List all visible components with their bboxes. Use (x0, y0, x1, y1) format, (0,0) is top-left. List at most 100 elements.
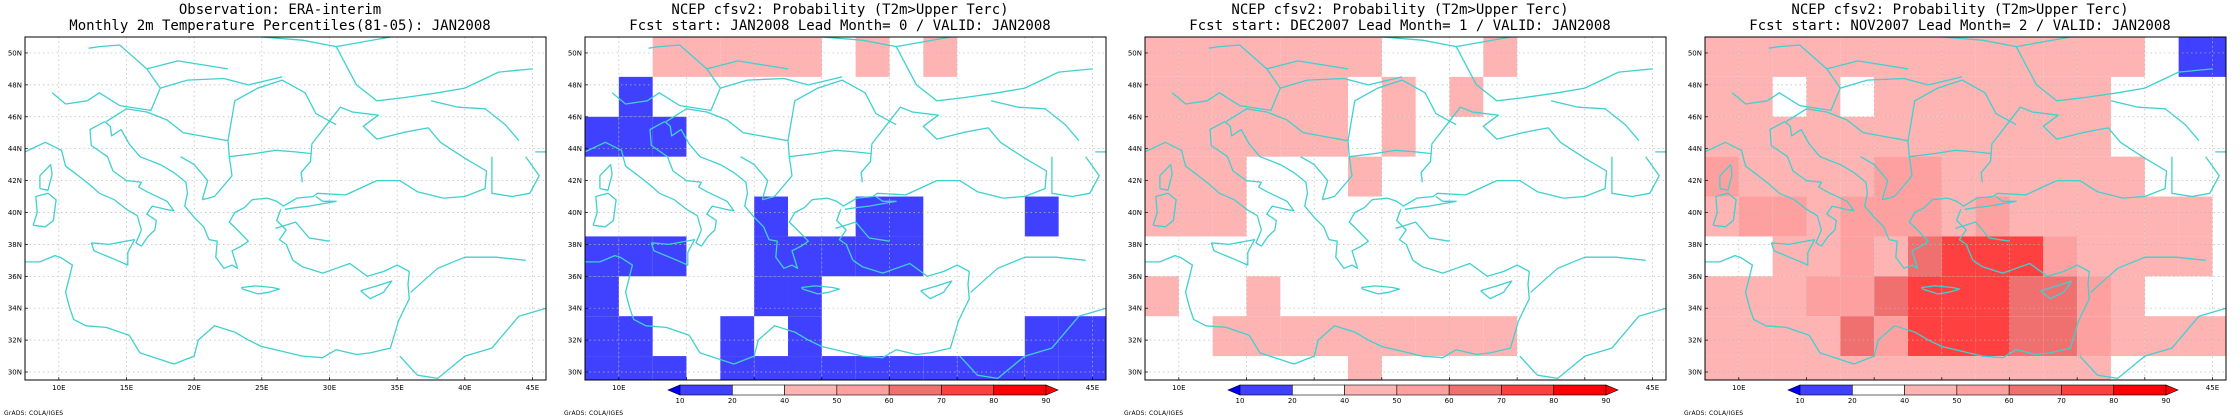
probability-cell (1840, 156, 1875, 197)
coastline (1921, 285, 1961, 295)
map-frame: 50N48N46N44N42N40N38N36N34N32N30N10E15E2… (568, 36, 1107, 405)
probability-cell (618, 236, 653, 277)
coastline (180, 156, 209, 200)
probability-cell (1246, 37, 1281, 77)
probability-cell (1212, 316, 1247, 357)
colorbar-segment (679, 384, 733, 396)
coastline (1404, 195, 1457, 210)
colorbar-label: 90 (2162, 397, 2171, 405)
probability-cell (1314, 316, 1348, 357)
probability-cell (1705, 276, 1739, 317)
probability-cell (1178, 37, 1213, 77)
probability-cell (2009, 156, 2044, 197)
lat-label: 36N (1128, 273, 1142, 281)
lat-label: 48N (1688, 81, 1702, 89)
coastline (1826, 60, 1909, 70)
lat-label: 34N (1128, 305, 1142, 313)
coastline (1145, 254, 1530, 365)
lat-label: 34N (568, 305, 582, 313)
grid-lines (1705, 37, 2226, 380)
coastline (1704, 121, 1855, 247)
coastline (1480, 280, 1513, 300)
coastline (1266, 60, 1349, 70)
probability-cell (1840, 316, 1875, 357)
lat-label: 40N (1128, 209, 1142, 217)
lat-label: 50N (1688, 49, 1702, 57)
probability-cell (1907, 316, 1942, 357)
coastline (1455, 46, 1653, 102)
probability-cell (2077, 76, 2111, 117)
probability-cell (2077, 316, 2111, 357)
lat-label: 46N (8, 113, 22, 121)
coastline (491, 156, 540, 198)
probability-cell (1772, 316, 1807, 357)
probability-cell (754, 276, 788, 317)
probability-cell (1941, 37, 1976, 77)
probability-cell (1212, 37, 1247, 77)
probability-cell (1874, 276, 1908, 317)
coastline (1300, 156, 1329, 200)
probability-cell (1874, 156, 1908, 197)
probability-cell (1145, 156, 1179, 197)
coastline (599, 163, 613, 191)
probability-cell (2144, 316, 2179, 357)
coastline (1144, 121, 1295, 247)
coastline (1171, 76, 1403, 112)
probability-cell (1941, 276, 1976, 317)
probability-cell (1806, 116, 1841, 157)
coastline (1224, 106, 1608, 269)
lat-label: 38N (1128, 241, 1142, 249)
probability-cell (754, 196, 788, 237)
probability-cell (1874, 196, 1908, 237)
probability-cell (2043, 76, 2078, 117)
probability-cell (1145, 196, 1179, 237)
colorbar-segment (1904, 384, 1958, 396)
probability-cell (1024, 316, 1059, 357)
colorbar-label: 20 (1848, 397, 1857, 405)
probability-cell (1092, 316, 1106, 357)
coastline (706, 60, 789, 70)
probability-cell (1145, 276, 1179, 317)
probability-cell (686, 37, 721, 77)
colorbar-label: 50 (832, 397, 841, 405)
lat-label: 48N (8, 81, 22, 89)
probability-cell (2212, 316, 2226, 357)
lat-label: 38N (8, 241, 22, 249)
colorbar-segment (1851, 384, 1905, 396)
colorbar-label: 20 (728, 397, 737, 405)
probability-cell (1449, 76, 1484, 117)
probability-cell (2077, 116, 2111, 157)
colorbar-segment (1239, 384, 1293, 396)
coastline (1964, 195, 2017, 210)
coastline (1768, 44, 1841, 89)
probability-cell (1738, 37, 1773, 77)
probability-cell (1145, 37, 1179, 77)
probability-cell (1806, 76, 1841, 117)
coastline (2015, 46, 2213, 102)
lon-label: 10E (612, 384, 625, 392)
probability-cell (2043, 276, 2078, 317)
probability-cell (754, 356, 788, 380)
coastline (665, 108, 793, 201)
map-frame: 50N48N46N44N42N40N38N36N34N32N30N10E15E2… (1128, 36, 1667, 405)
probability-cell (1280, 37, 1315, 77)
coastline (105, 108, 233, 201)
probability-cell (1907, 276, 1942, 317)
probability-cell (923, 356, 958, 380)
coastline (585, 254, 970, 365)
colorbar-label: 40 (780, 397, 789, 405)
coastline (584, 121, 735, 247)
probability-cell (1772, 356, 1807, 380)
map-border (24, 36, 547, 381)
coastline (227, 79, 337, 141)
panel-title-line2: Fcst start: JAN2008 Lead Month= 0 / VALI… (629, 18, 1051, 34)
coastline (1349, 149, 1431, 158)
probability-cell (1941, 156, 1976, 197)
probability-cell (2178, 236, 2213, 277)
coastline (335, 46, 533, 102)
probability-cell (1705, 156, 1739, 197)
lat-label: 30N (568, 369, 582, 377)
coastline (1705, 254, 2090, 365)
colorbar-label: 90 (1602, 397, 1611, 405)
coastline (241, 285, 281, 295)
